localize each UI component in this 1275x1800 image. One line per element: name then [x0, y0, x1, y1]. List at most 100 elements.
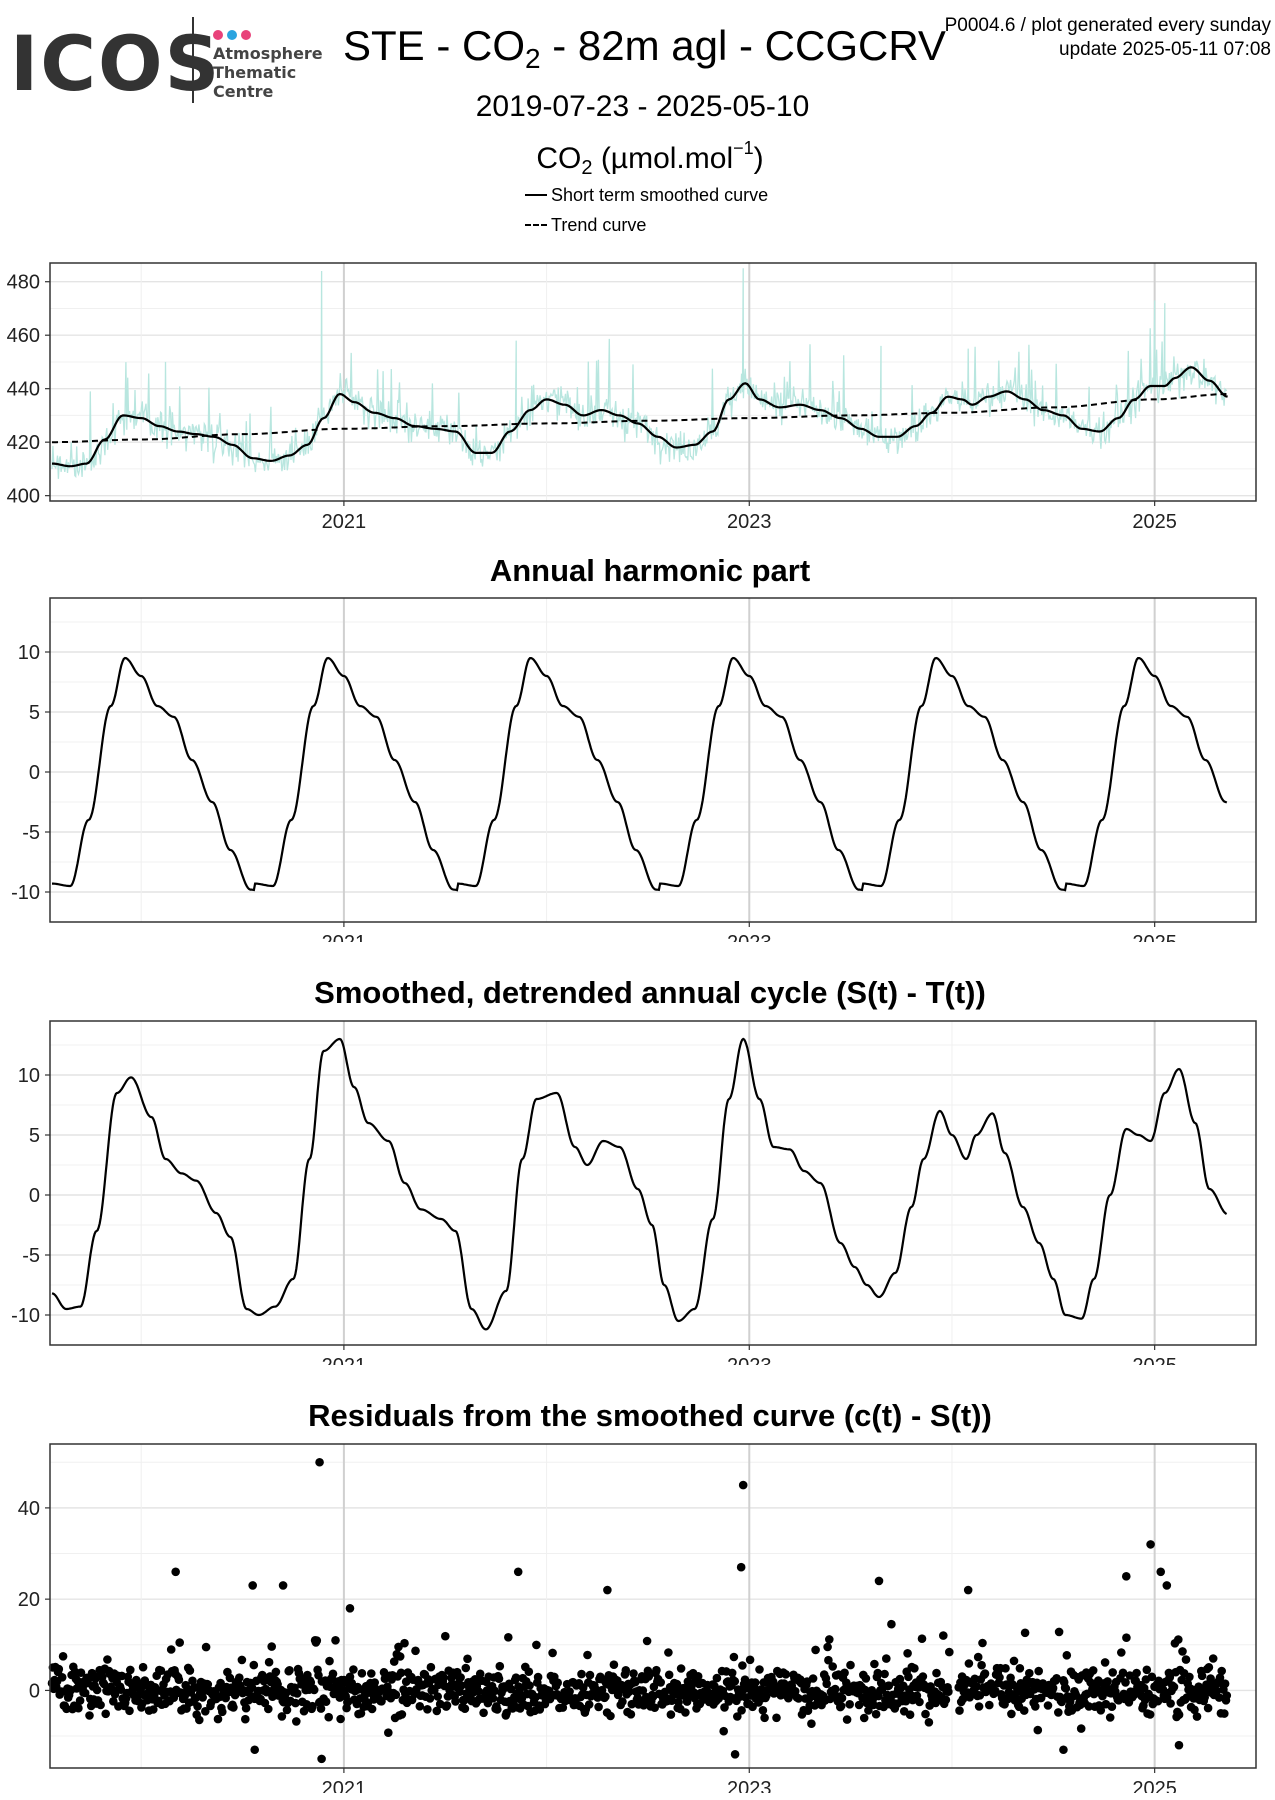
- residual-point: [884, 1681, 894, 1690]
- x-tick-label: 2021: [322, 1355, 367, 1365]
- residual-point: [873, 1668, 883, 1678]
- residual-point: [836, 1701, 846, 1711]
- residual-point: [548, 1648, 557, 1658]
- residual-point: [1204, 1663, 1214, 1672]
- residual-point: [955, 1706, 964, 1715]
- residual-point: [1061, 1684, 1071, 1693]
- residual-point: [1122, 1633, 1131, 1642]
- residual-point: [676, 1664, 686, 1673]
- residual-point: [1142, 1665, 1152, 1675]
- logo-dot-2: [227, 30, 237, 40]
- residual-point: [693, 1672, 703, 1681]
- residual-point: [175, 1638, 184, 1647]
- residual-point: [171, 1567, 180, 1577]
- residual-point: [1165, 1673, 1175, 1682]
- residual-point: [321, 1697, 331, 1706]
- y-tick-label: 440: [7, 379, 40, 401]
- residual-point: [1118, 1668, 1128, 1678]
- panel-border: [49, 1020, 1257, 1346]
- residual-point: [312, 1636, 322, 1645]
- x-tick-label: 2025: [1132, 511, 1177, 533]
- residual-point: [939, 1631, 948, 1640]
- residual-point: [1197, 1671, 1207, 1681]
- residual-point: [336, 1714, 345, 1724]
- residual-point: [808, 1674, 818, 1683]
- residual-point: [1203, 1703, 1213, 1713]
- y-tick-label: 0: [29, 762, 40, 784]
- residual-point: [463, 1654, 472, 1664]
- panel-border: [49, 262, 1257, 502]
- residual-point: [674, 1697, 683, 1707]
- residual-point: [1145, 1710, 1155, 1719]
- legend-item-smoothed: Short term smoothed curve: [525, 180, 768, 210]
- residual-point: [271, 1667, 281, 1677]
- residual-point: [887, 1619, 896, 1629]
- residual-point: [736, 1562, 746, 1572]
- residual-point: [493, 1705, 502, 1714]
- residual-point: [910, 1664, 919, 1673]
- residual-point: [494, 1674, 504, 1683]
- residual-point: [1166, 1699, 1175, 1708]
- residual-point: [156, 1666, 166, 1675]
- residual-point: [845, 1700, 854, 1709]
- residual-point: [433, 1692, 443, 1701]
- residual-point: [1096, 1706, 1106, 1715]
- residual-point: [750, 1678, 760, 1687]
- residual-point: [166, 1645, 176, 1654]
- chart-residuals: 0 20 40 2021 2023 2025: [18, 1443, 1257, 1793]
- residual-point: [74, 1703, 83, 1713]
- plot-meta: P0004.6 / plot generated every sunday up…: [945, 14, 1271, 62]
- residual-point: [1162, 1581, 1172, 1590]
- residual-point: [861, 1674, 871, 1683]
- residual-point: [1174, 1740, 1184, 1750]
- smoothed-curve-line: [52, 366, 1228, 468]
- y-tick-label: 400: [7, 486, 40, 508]
- residual-point: [92, 1685, 102, 1695]
- residual-point: [241, 1714, 250, 1724]
- residual-point: [870, 1659, 879, 1669]
- residual-point: [126, 1665, 135, 1675]
- residual-point: [1105, 1713, 1115, 1722]
- residual-point: [921, 1709, 930, 1719]
- residual-point: [85, 1711, 94, 1720]
- residual-point: [278, 1581, 288, 1590]
- residual-point: [315, 1457, 324, 1467]
- panel-title-residuals: Residuals from the smoothed curve (c(t) …: [308, 1398, 992, 1433]
- residual-point: [533, 1672, 543, 1682]
- residual-point: [1190, 1705, 1199, 1715]
- residual-point: [794, 1694, 803, 1703]
- residual-point: [397, 1710, 407, 1719]
- y-tick-label: 0: [29, 1185, 40, 1207]
- icos-logo: ICOS Atmosphere Thematic Centre: [10, 14, 323, 108]
- residual-point: [730, 1677, 740, 1686]
- residual-point: [846, 1660, 855, 1670]
- residual-point: [426, 1662, 436, 1672]
- residual-point: [903, 1649, 912, 1658]
- residual-point: [1212, 1686, 1221, 1696]
- residual-point: [1153, 1696, 1163, 1706]
- residual-point: [250, 1745, 260, 1755]
- logo-wordmark: ICOS: [10, 19, 222, 108]
- logo-line-1: Atmosphere: [213, 44, 323, 63]
- residual-point: [1025, 1668, 1034, 1678]
- residual-point: [644, 1672, 654, 1681]
- residual-point: [241, 1703, 251, 1713]
- residual-point: [367, 1704, 377, 1714]
- residual-point: [624, 1687, 634, 1696]
- residual-point: [807, 1719, 816, 1728]
- residual-point: [456, 1673, 465, 1682]
- residual-point: [1103, 1677, 1112, 1686]
- residual-point: [558, 1703, 568, 1712]
- residual-point: [1088, 1666, 1098, 1675]
- residual-point: [664, 1648, 673, 1657]
- residual-point: [389, 1657, 399, 1666]
- residual-point: [432, 1706, 442, 1716]
- page-title: STE - CO2 - 82m agl - CCGCRV: [343, 22, 946, 75]
- residual-point: [292, 1689, 302, 1698]
- y-tick-label: 10: [18, 1065, 40, 1087]
- residual-point: [1181, 1655, 1191, 1664]
- residual-point: [1107, 1702, 1117, 1711]
- x-tick-label: 2023: [727, 932, 772, 942]
- residual-point: [1031, 1702, 1040, 1711]
- residual-point: [932, 1668, 941, 1678]
